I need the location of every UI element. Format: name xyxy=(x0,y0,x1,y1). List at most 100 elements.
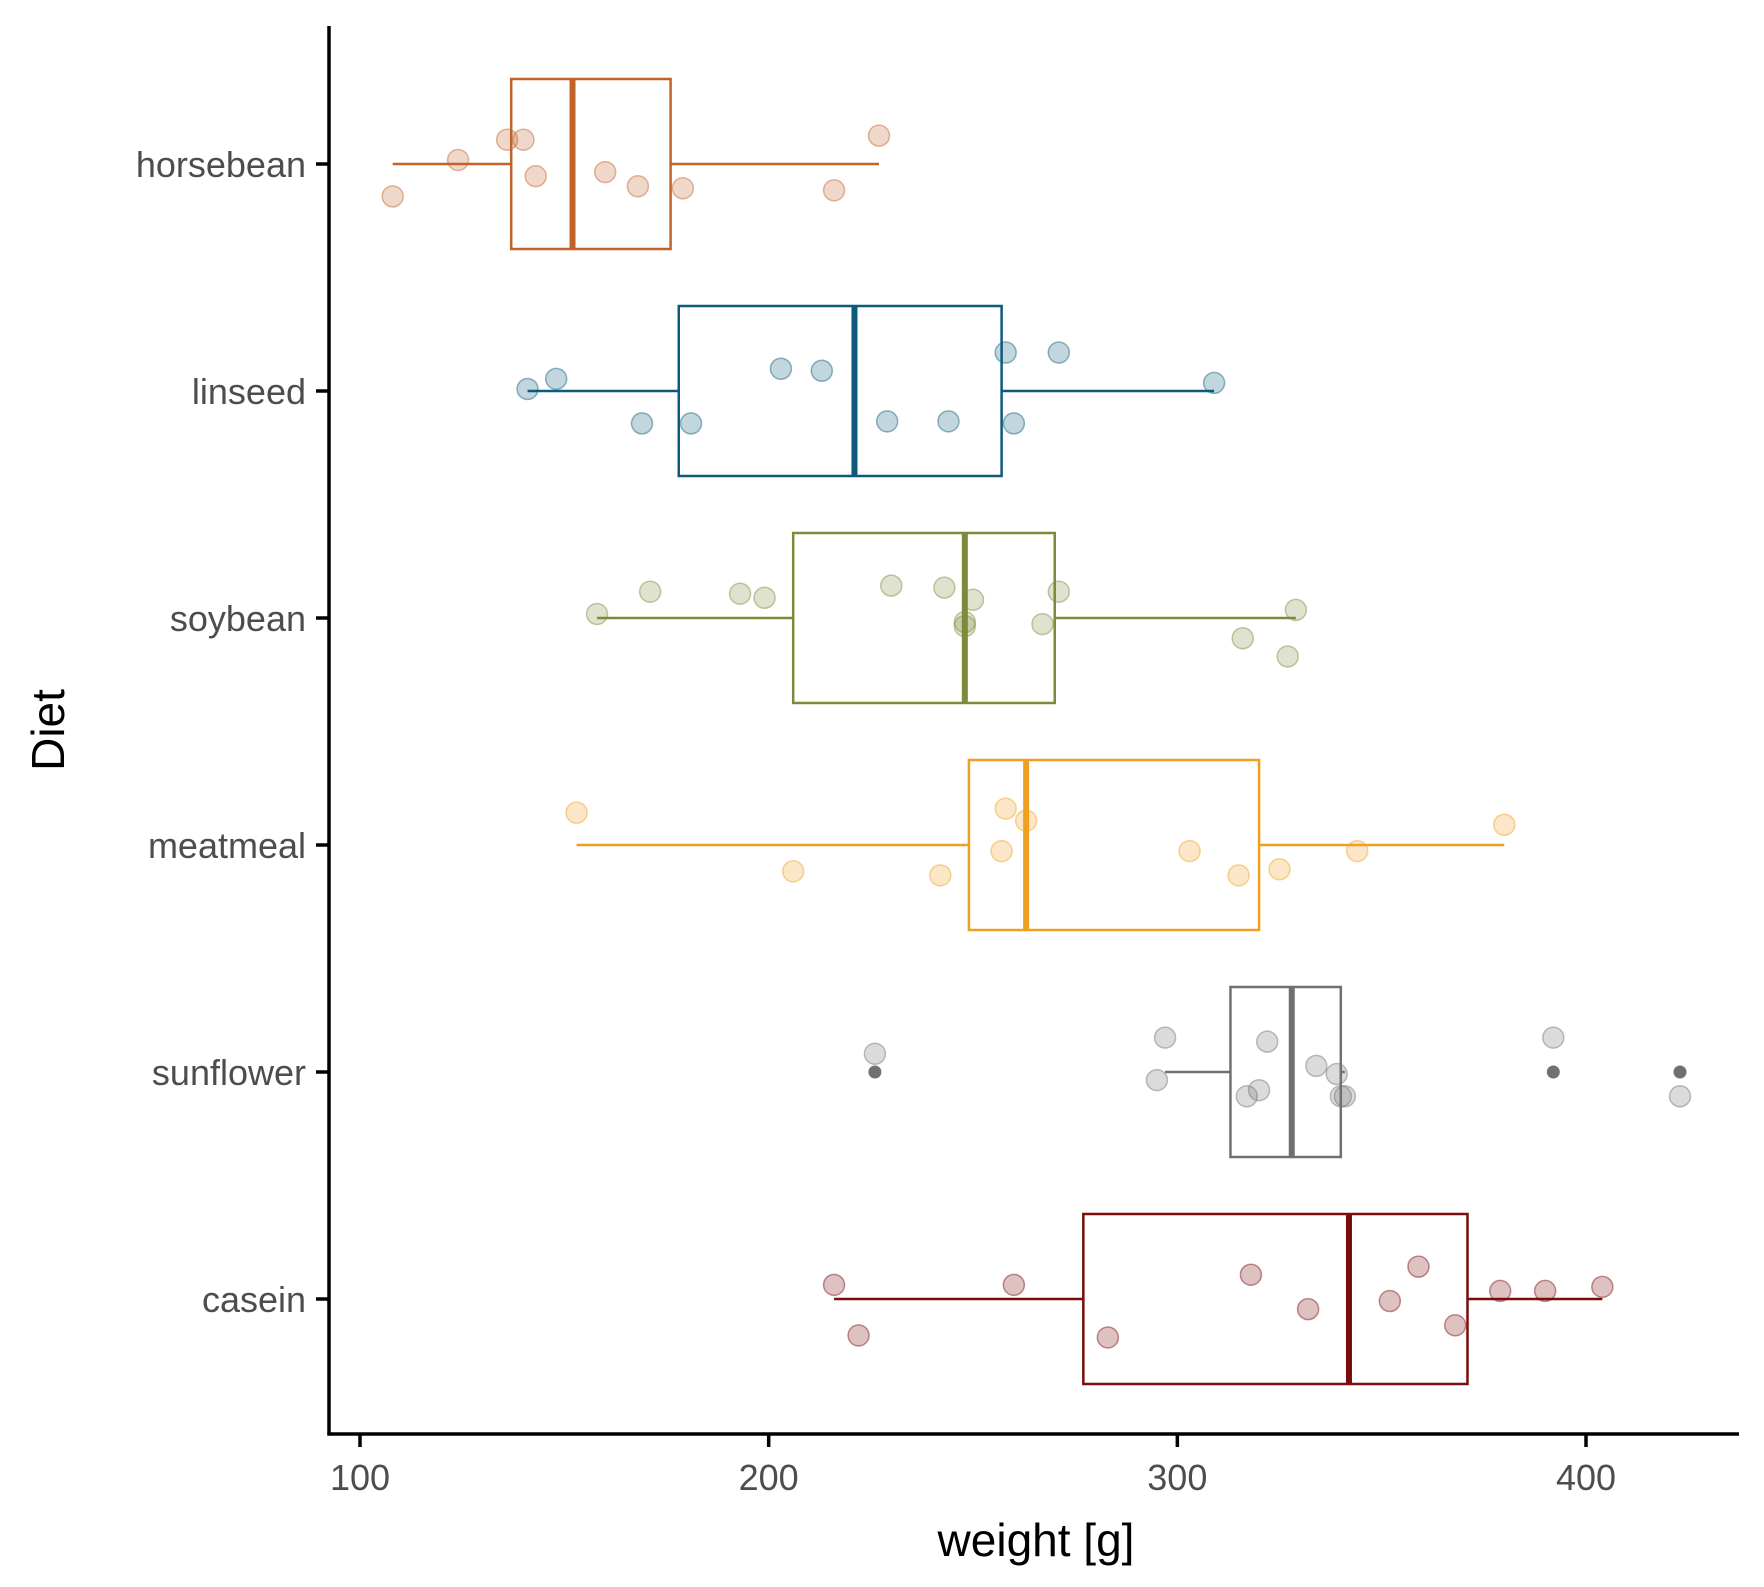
point-casein xyxy=(1533,1279,1557,1303)
point-linseed xyxy=(1047,341,1071,364)
box-meatmeal xyxy=(967,758,1261,932)
point-horsebean xyxy=(524,164,547,188)
y-tick-label-horsebean: horsebean xyxy=(136,144,306,185)
point-soybean xyxy=(1231,626,1254,650)
boxplot-meatmeal xyxy=(576,758,1505,932)
point-horsebean xyxy=(593,160,617,184)
point-horsebean xyxy=(671,177,695,200)
box-linseed xyxy=(677,304,1003,478)
boxplot-sunflower xyxy=(868,985,1687,1159)
point-casein xyxy=(822,1273,846,1297)
point-soybean xyxy=(880,574,903,597)
point-soybean xyxy=(753,586,776,610)
outlier-sunflower xyxy=(1673,1065,1687,1079)
point-linseed xyxy=(630,412,654,435)
point-linseed xyxy=(544,367,568,391)
point-linseed xyxy=(937,410,960,433)
point-horsebean xyxy=(381,185,404,208)
point-soybean xyxy=(1284,598,1308,622)
point-meatmeal xyxy=(565,801,588,824)
point-meatmeal xyxy=(1014,809,1038,832)
point-linseed xyxy=(1202,371,1226,395)
point-linseed xyxy=(1002,412,1026,435)
point-casein xyxy=(1591,1275,1614,1299)
point-meatmeal xyxy=(781,860,805,883)
x-tick-label-100: 100 xyxy=(330,1457,390,1498)
point-sunflower xyxy=(1153,1026,1177,1049)
point-soybean xyxy=(953,614,977,638)
boxplot-soybean xyxy=(597,531,1296,705)
point-linseed xyxy=(810,359,834,383)
point-sunflower xyxy=(1235,1085,1259,1108)
point-linseed xyxy=(769,357,793,380)
point-soybean xyxy=(933,576,956,599)
points-layer xyxy=(381,124,1692,1349)
box-casein xyxy=(1082,1212,1469,1386)
point-meatmeal xyxy=(929,864,952,887)
point-casein xyxy=(1488,1279,1512,1303)
point-soybean xyxy=(638,580,662,603)
y-tick-label-meatmeal: meatmeal xyxy=(148,825,306,866)
point-linseed xyxy=(679,412,703,435)
point-horsebean xyxy=(446,148,470,172)
point-sunflower xyxy=(1668,1085,1692,1108)
point-soybean xyxy=(1031,612,1054,636)
point-linseed xyxy=(875,410,899,433)
point-casein xyxy=(1096,1326,1120,1349)
point-soybean xyxy=(961,588,985,612)
point-meatmeal xyxy=(990,839,1013,863)
point-sunflower xyxy=(863,1042,887,1066)
boxplot-linseed xyxy=(527,304,1215,478)
point-meatmeal xyxy=(1227,864,1250,887)
point-horsebean xyxy=(626,175,650,198)
axes xyxy=(327,26,1739,1436)
point-linseed xyxy=(994,341,1017,364)
boxplot-layer xyxy=(392,77,1687,1386)
point-sunflower xyxy=(1255,1030,1279,1053)
point-casein xyxy=(1296,1297,1320,1321)
point-sunflower xyxy=(1305,1054,1328,1078)
x-axis-title: weight [g] xyxy=(937,1514,1135,1566)
point-casein xyxy=(1378,1289,1402,1313)
point-soybean xyxy=(585,602,609,626)
point-sunflower xyxy=(1247,1078,1271,1102)
point-soybean xyxy=(1047,580,1071,603)
point-meatmeal xyxy=(994,797,1017,820)
x-tick-label-300: 300 xyxy=(1147,1457,1207,1498)
y-tick-label-casein: casein xyxy=(202,1279,306,1320)
y-tick-label-soybean: soybean xyxy=(170,598,306,639)
x-tick-label-400: 400 xyxy=(1556,1457,1616,1498)
point-sunflower xyxy=(1333,1085,1357,1108)
point-casein xyxy=(847,1324,870,1347)
point-meatmeal xyxy=(1268,858,1291,881)
point-casein xyxy=(1407,1255,1430,1278)
outlier-sunflower xyxy=(868,1065,882,1079)
box-horsebean xyxy=(509,77,672,251)
point-soybean xyxy=(953,610,977,634)
point-sunflower xyxy=(1542,1026,1565,1049)
point-casein xyxy=(1239,1263,1263,1286)
point-soybean xyxy=(728,582,752,605)
x-tick-label-200: 200 xyxy=(739,1457,799,1498)
point-meatmeal xyxy=(1493,813,1516,837)
point-horsebean xyxy=(867,124,891,147)
point-horsebean xyxy=(822,179,846,202)
outlier-sunflower xyxy=(1546,1065,1560,1079)
boxplot-casein xyxy=(834,1212,1603,1386)
y-tick-label-sunflower: sunflower xyxy=(152,1052,306,1093)
y-axis-title: Diet xyxy=(22,689,74,771)
point-horsebean xyxy=(495,128,519,151)
point-sunflower xyxy=(1145,1068,1169,1092)
point-meatmeal xyxy=(1345,839,1369,863)
y-tick-label-linseed: linseed xyxy=(192,371,306,412)
box-sunflower xyxy=(1229,985,1343,1159)
ticks: horsebean linseed soybean meatmeal sunflower… xyxy=(136,144,1616,1498)
point-sunflower xyxy=(1325,1062,1348,1086)
point-linseed xyxy=(516,377,539,401)
point-casein xyxy=(1443,1314,1467,1337)
point-soybean xyxy=(1276,645,1299,668)
point-sunflower xyxy=(1329,1085,1353,1108)
point-meatmeal xyxy=(1178,839,1201,863)
box-soybean xyxy=(791,531,1056,705)
